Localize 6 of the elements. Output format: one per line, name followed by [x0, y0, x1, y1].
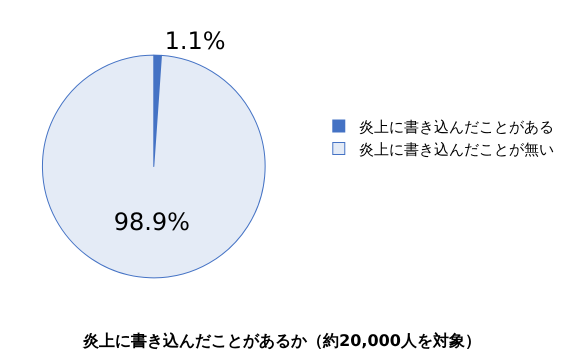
text: 炎上に書き込んだことがあるか（約20,000人を対象） [82, 330, 481, 350]
data-label: 98.9% [114, 208, 190, 236]
legend-label: 炎上に書き込んだことが無い [358, 140, 554, 158]
pie-slice [42, 54, 266, 278]
data-label: 1.1% [164, 27, 226, 56]
legend-label: 炎上に書き込んだことがある [358, 118, 554, 136]
